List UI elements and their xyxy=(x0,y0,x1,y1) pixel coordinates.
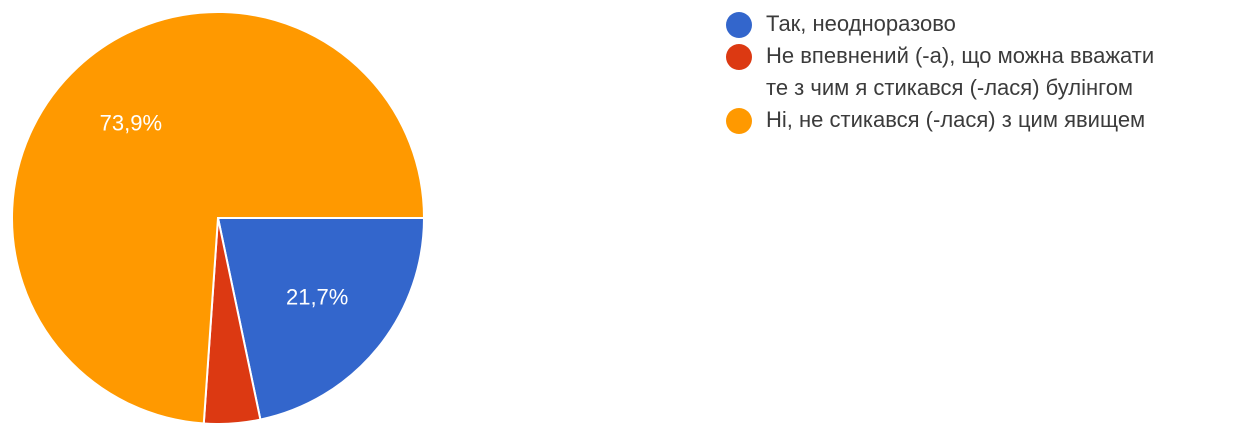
legend-swatch-unsure xyxy=(726,44,752,70)
pie-chart: 21,7% 73,9% xyxy=(11,11,426,423)
pie-slice-yes[interactable] xyxy=(216,217,426,421)
legend-label-no: Ні, не стикався (-лася) з цим явищем xyxy=(766,107,1146,132)
legend-swatch-yes xyxy=(726,12,752,38)
legend-item-unsure[interactable]: Не впевнений (-а), що можна вважати те з… xyxy=(726,40,1253,104)
pie-slice-no[interactable] xyxy=(11,11,426,423)
legend: Так, неодноразово Не впевнений (-а), що … xyxy=(726,8,1253,136)
legend-label-yes: Так, неодноразово xyxy=(766,11,956,36)
legend-swatch-no xyxy=(726,108,752,134)
pie-label-no: 73,9% xyxy=(100,110,162,135)
legend-item-no[interactable]: Ні, не стикався (-лася) з цим явищем xyxy=(726,104,1253,136)
pie-label-yes: 21,7% xyxy=(286,284,348,309)
legend-item-yes[interactable]: Так, неодноразово xyxy=(726,8,1253,40)
pie-slice-unsure[interactable] xyxy=(202,217,262,423)
legend-label-unsure: Не впевнений (-а), що можна вважати те з… xyxy=(766,43,1155,100)
